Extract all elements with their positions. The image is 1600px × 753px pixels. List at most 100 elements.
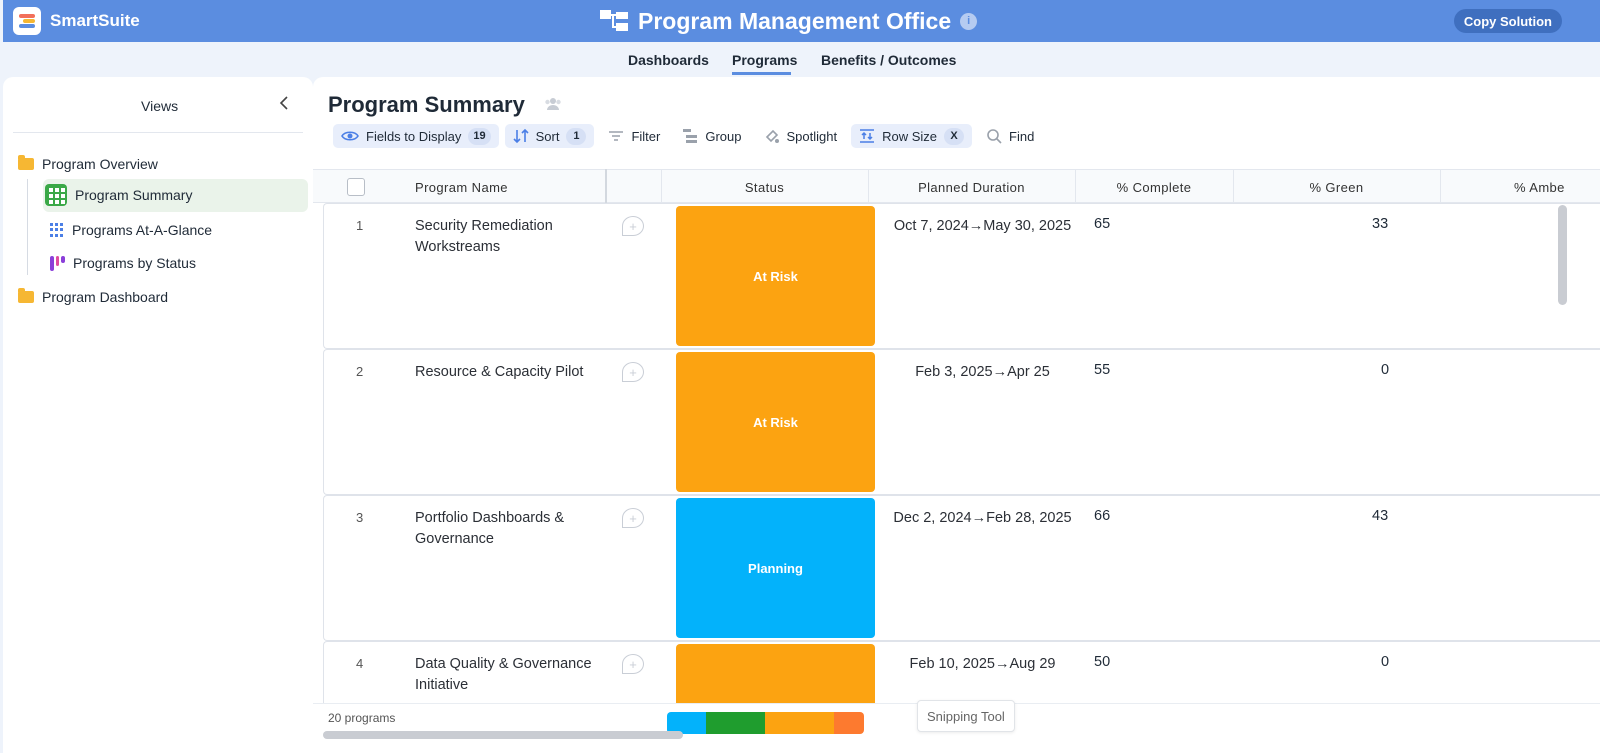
smartsuite-logo-icon [13, 7, 41, 35]
percent-complete-cell[interactable]: 66 [1094, 508, 1111, 524]
people-icon[interactable] [544, 97, 562, 111]
percent-complete-cell[interactable]: 55 [1094, 362, 1111, 378]
row-size-icon [860, 129, 875, 143]
percent-green-cell[interactable]: 0 [1381, 362, 1390, 378]
main-panel: Program Summary Fields to Display 19 Sor… [313, 77, 1600, 753]
status-summary-segment[interactable] [706, 712, 765, 734]
percent-complete-cell[interactable]: 65 [1094, 216, 1111, 232]
planned-duration-cell[interactable]: Oct 7, 2024→May 30, 2025 [893, 218, 1072, 234]
status-cell[interactable]: At Risk [676, 206, 875, 346]
tab-dashboards[interactable]: Dashboards [628, 52, 709, 68]
tab-bar: Dashboards Programs Benefits / Outcomes [0, 42, 1600, 76]
percent-green-cell[interactable]: 43 [1372, 508, 1389, 524]
spotlight-label: Spotlight [786, 128, 838, 144]
view-programs-by-status[interactable]: Programs by Status [50, 255, 196, 271]
row-size-label: Row Size [882, 128, 938, 144]
tab-benefits-outcomes[interactable]: Benefits / Outcomes [821, 52, 957, 68]
info-icon[interactable]: i [960, 12, 978, 30]
view-label: Programs by Status [73, 255, 196, 271]
views-sidebar: Views Program Overview Program Summary P… [3, 77, 313, 753]
tab-programs[interactable]: Programs [732, 52, 798, 68]
table-row[interactable]: 3 Portfolio Dashboards & Governance + Pl… [323, 495, 1600, 641]
view-programs-at-a-glance[interactable]: Programs At-A-Glance [50, 222, 212, 238]
view-label: Programs At-A-Glance [72, 222, 213, 238]
column-header-program-name[interactable]: Program Name [415, 179, 508, 195]
sort-count-badge: 1 [566, 127, 587, 145]
vertical-scrollbar[interactable] [1558, 205, 1567, 305]
grid-icon [45, 184, 67, 206]
fields-count-badge: 19 [468, 127, 491, 145]
program-name-cell[interactable]: Portfolio Dashboards & Governance [415, 510, 565, 547]
grid-header: Program Name Status Planned Duration % C… [313, 169, 1600, 203]
planned-duration-cell[interactable]: Feb 10, 2025→Aug 29 [909, 656, 1056, 672]
page-title: Program Summary [328, 92, 525, 117]
find-label: Find [1009, 128, 1035, 144]
table-row[interactable]: 1 Security Remediation Workstreams + At … [323, 203, 1600, 349]
view-toolbar: Fields to Display 19 Sort 1 Filter Group… [333, 124, 1048, 148]
views-header: Views [141, 98, 179, 114]
sort-icon [513, 128, 529, 144]
row-number: 1 [356, 218, 364, 233]
spotlight-icon [765, 129, 779, 143]
percent-green-cell[interactable]: 0 [1381, 654, 1390, 670]
view-program-summary[interactable]: Program Summary [45, 184, 192, 206]
status-summary-segment[interactable] [834, 712, 864, 734]
percent-complete-cell[interactable]: 50 [1094, 654, 1111, 670]
column-header-percent-complete[interactable]: % Complete [1116, 179, 1192, 195]
horizontal-scrollbar[interactable] [323, 731, 683, 739]
eye-icon [341, 131, 359, 141]
filter-button[interactable]: Filter [600, 124, 668, 148]
column-header-planned-duration[interactable]: Planned Duration [918, 179, 1025, 195]
add-comment-icon[interactable]: + [622, 362, 644, 382]
group-button[interactable]: Group [674, 124, 749, 148]
spotlight-button[interactable]: Spotlight [756, 124, 846, 148]
select-all-checkbox[interactable] [347, 178, 365, 196]
program-name-cell[interactable]: Data Quality & Governance Initiative [415, 656, 592, 693]
program-name-cell[interactable]: Security Remediation Workstreams [415, 218, 553, 255]
row-number: 3 [356, 510, 364, 525]
column-header-percent-green[interactable]: % Green [1309, 179, 1364, 195]
fields-to-display-button[interactable]: Fields to Display 19 [333, 124, 499, 148]
search-icon [987, 129, 1002, 144]
folder-icon [18, 155, 34, 170]
record-count: 20 programs [328, 711, 396, 725]
divider [13, 132, 303, 133]
program-name-cell[interactable]: Resource & Capacity Pilot [415, 364, 584, 380]
folder-label: Program Overview [42, 156, 158, 172]
percent-green-cell[interactable]: 33 [1372, 216, 1389, 232]
column-header-status[interactable]: Status [744, 179, 785, 195]
column-header-percent-amber[interactable]: % Ambe [1514, 179, 1565, 195]
find-button[interactable]: Find [978, 124, 1042, 148]
add-comment-icon[interactable]: + [622, 654, 644, 674]
row-number: 4 [356, 656, 364, 671]
active-view-highlight [43, 179, 308, 212]
solution-title-group: Program Management Office i [599, 6, 978, 36]
table-row[interactable]: 2 Resource & Capacity Pilot + At Risk Fe… [323, 349, 1600, 495]
sort-button[interactable]: Sort 1 [504, 124, 595, 148]
planned-duration-cell[interactable]: Feb 3, 2025→Apr 25 [915, 364, 1050, 380]
filter-label: Filter [631, 128, 661, 144]
planned-duration-cell[interactable]: Dec 2, 2024→Feb 28, 2025 [893, 510, 1072, 526]
sort-label: Sort [535, 128, 560, 144]
row-number: 2 [356, 364, 364, 379]
status-summary-segment[interactable] [667, 712, 706, 734]
view-label: Program Summary [75, 187, 193, 203]
folder-program-overview[interactable]: Program Overview [18, 155, 158, 172]
row-size-button[interactable]: Row Size X [851, 124, 973, 148]
fields-label: Fields to Display [366, 128, 462, 144]
copy-solution-button[interactable]: Copy Solution [1453, 9, 1562, 33]
add-comment-icon[interactable]: + [622, 508, 644, 528]
add-comment-icon[interactable]: + [622, 216, 644, 236]
active-tab-indicator [732, 72, 791, 75]
folder-program-dashboard[interactable]: Program Dashboard [18, 288, 168, 305]
folder-icon [18, 288, 34, 303]
tree-line [27, 179, 28, 275]
collapse-sidebar-icon[interactable] [279, 95, 289, 116]
row-size-badge[interactable]: X [944, 127, 965, 145]
status-summary-segment[interactable] [765, 712, 834, 734]
snipping-tool-tooltip: Snipping Tool [917, 700, 1015, 732]
org-chart-icon [600, 10, 628, 31]
status-cell[interactable]: At Risk [676, 352, 875, 492]
group-label: Group [705, 128, 742, 144]
status-cell[interactable]: Planning [676, 498, 875, 638]
